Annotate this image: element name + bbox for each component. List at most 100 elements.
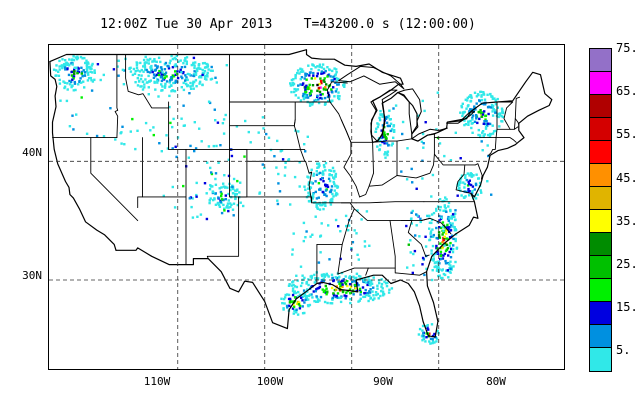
precip-cell [382,291,385,294]
colorbar[interactable] [589,48,612,372]
precip-cell [304,236,307,239]
state-border-42 [487,137,497,156]
precip-cell [381,294,385,297]
precip-cell [74,88,77,92]
precip-cell [227,209,230,213]
precip-cell [378,148,381,151]
precip-cell [417,333,421,336]
precip-cell [497,115,500,119]
precip-cell [85,69,89,73]
precip-cell [300,296,303,299]
precip-cell [65,61,68,64]
precip-cell [345,294,348,298]
precip-cell [301,312,305,315]
precip-cell [71,63,74,66]
precip-cell [449,241,452,245]
precip-cell [290,284,293,287]
precip-cell [491,114,495,117]
precip-cell [224,185,227,189]
precip-cell [289,82,292,85]
precip-cell [196,69,199,72]
precip-cell [197,63,201,66]
precip-cell [173,64,177,67]
precip-cell [470,122,473,125]
precip-cell [90,89,94,92]
precip-cell [336,296,339,299]
precip-cell [138,70,142,73]
precip-cell [63,86,66,90]
precip-cell [468,190,471,193]
precip-cell [180,117,183,120]
precip-cell [102,135,106,138]
state-border-43 [495,101,498,139]
precip-cell [154,68,157,72]
precip-cell [376,284,379,287]
precip-cell [203,182,207,185]
precip-cell [436,265,439,269]
precip-cell [479,135,482,139]
precip-cell [150,67,153,70]
precip-cell [389,129,392,133]
precip-cell [313,77,317,80]
map-plot-area[interactable] [48,44,565,370]
precip-cell [442,229,445,232]
precip-cell [304,85,307,88]
precip-cell [432,254,435,257]
precip-cell [440,254,443,257]
precip-cell [448,217,451,220]
precip-cell [63,81,67,84]
precip-cell [376,145,379,148]
precip-cell [381,287,384,290]
colorbar-tick-75: 75. [616,41,638,55]
precip-cell [303,294,306,297]
precip-cell [347,276,351,279]
precip-cell [332,292,335,295]
precip-cell [449,208,452,212]
precip-cell [85,59,88,62]
precip-cell [365,293,368,297]
precip-cell [334,175,337,178]
precip-cell [317,68,320,72]
precip-cell [292,232,295,235]
precip-cell [384,137,388,140]
colorbar-band-25-30 [590,256,611,279]
precip-cell [52,68,56,71]
precip-cell [195,181,198,185]
precip-cell [484,125,488,129]
precip-cell [442,254,445,257]
precip-cell [291,83,294,87]
precip-cell [293,296,297,299]
precip-cell [451,225,455,228]
precip-cell [406,266,409,269]
precip-cell [432,257,435,261]
precip-cell [142,65,145,68]
precip-cell [201,73,204,77]
precip-cell [449,226,452,229]
precip-cell [302,289,306,292]
state-border-38 [433,153,476,166]
precip-cell [161,77,165,81]
precip-cell [322,290,326,294]
precip-cell [139,85,142,88]
precip-cell [157,56,161,59]
precip-cell [338,296,341,300]
precip-cell [232,192,235,195]
precip-cell [473,91,477,94]
precip-cell [490,103,494,107]
precip-cell [388,109,391,112]
precip-cell [311,296,314,299]
precip-cell [157,72,160,75]
precip-cell [335,191,338,195]
precip-cell [175,155,178,159]
precip-cell [443,199,446,203]
precip-cell [496,106,499,109]
precip-cell [370,279,373,282]
precip-cell [482,122,485,125]
page-title: 12:00Z Tue 30 Apr 2013 T=43200.0 s (12:0… [100,17,476,32]
precip-cell [189,87,193,90]
precip-cell [438,268,441,271]
precip-cell [180,66,184,69]
precip-cell [288,304,291,307]
lon-tick-100w: 100W [256,375,284,388]
precip-cell [291,281,294,284]
